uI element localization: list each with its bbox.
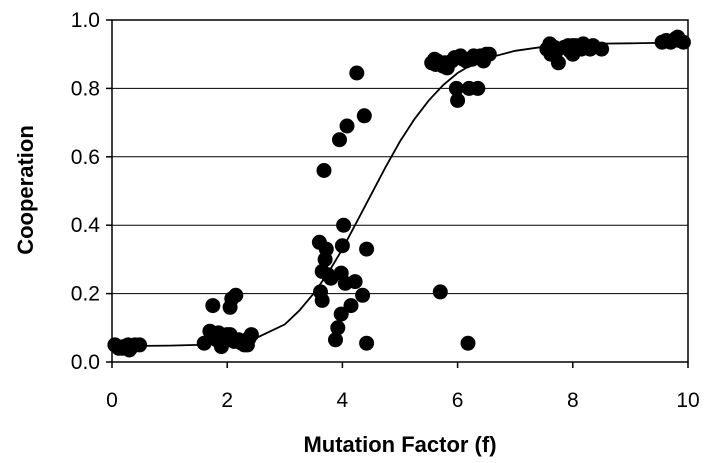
data-point [314,292,330,308]
data-point [343,298,359,314]
data-point [355,287,371,303]
x-tick-label: 2 [221,389,233,412]
plot-area-frame [111,19,689,363]
data-point [347,274,363,290]
y-tick-label: 0.4 [71,214,101,237]
x-tick-label: 8 [567,389,579,412]
data-point [222,299,238,315]
axis-ticks [106,19,689,368]
data-point [333,306,349,322]
data-point [241,330,257,346]
x-tick-labels: 0 2 4 6 8 10 [106,389,700,412]
data-point [333,265,349,281]
data-point [339,118,355,134]
y-tick-label: 0.8 [71,77,100,100]
data-point [666,33,682,48]
data-point [349,65,365,81]
x-tick-label: 0 [106,389,118,412]
x-tick-label: 10 [676,389,699,412]
data-point [228,287,244,303]
data-point [481,46,497,62]
data-point [573,41,589,57]
x-tick-label: 6 [452,389,464,412]
data-point [466,48,482,64]
x-axis-title: Mutation Factor (f) [303,432,496,457]
data-point [437,55,453,71]
data-point [330,320,346,336]
data-point [470,80,486,96]
data-point [356,108,372,124]
data-point [450,92,466,108]
data-point [359,241,375,257]
data-point [548,45,563,60]
y-tick-label: 1.0 [71,9,100,32]
y-axis-title: Cooperation [13,125,38,255]
data-point [359,335,375,351]
x-tick-label: 4 [337,389,349,412]
data-point [318,241,334,257]
data-point [209,332,225,348]
y-tick-label: 0.2 [71,283,100,306]
data-point [334,238,350,254]
y-tick-label: 0.6 [71,146,100,169]
data-point [336,217,352,233]
data-point [205,298,221,314]
data-point [332,132,347,148]
data-point [316,163,332,178]
y-tick-labels: 0.0 0.2 0.4 0.6 0.8 1.0 [71,9,101,374]
data-point [432,284,448,300]
data-point [114,340,130,356]
gridlines [112,87,688,295]
data-point [328,332,343,348]
data-point [460,335,476,351]
data-points-layer [107,29,691,358]
data-point [594,41,610,57]
data-point [448,80,464,96]
y-tick-label: 0.0 [71,351,100,374]
